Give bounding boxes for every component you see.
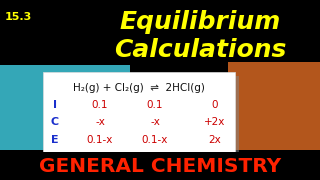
Text: 0: 0	[212, 100, 218, 110]
Text: C: C	[51, 117, 59, 127]
Text: 0.1-x: 0.1-x	[142, 135, 168, 145]
Text: GENERAL CHEMISTRY: GENERAL CHEMISTRY	[39, 156, 281, 176]
Text: 0.1: 0.1	[92, 100, 108, 110]
Text: +2x: +2x	[204, 117, 226, 127]
Text: E: E	[51, 135, 59, 145]
Text: Calculations: Calculations	[114, 38, 286, 62]
Bar	[228, 62, 320, 150]
Text: 0.1-x: 0.1-x	[87, 135, 113, 145]
Text: -x: -x	[95, 117, 105, 127]
Text: 0.1: 0.1	[147, 100, 163, 110]
Bar	[43, 72, 235, 162]
Text: -x: -x	[150, 117, 160, 127]
Bar	[0, 65, 130, 150]
Text: 15.3: 15.3	[5, 12, 32, 22]
Text: H₂(g) + Cl₂(g)  ⇌  2HCl(g): H₂(g) + Cl₂(g) ⇌ 2HCl(g)	[73, 83, 205, 93]
Text: Equilibrium: Equilibrium	[119, 10, 281, 34]
Text: I: I	[53, 100, 57, 110]
Text: 2x: 2x	[209, 135, 221, 145]
Bar	[0, 152, 320, 180]
Bar	[47, 76, 239, 169]
